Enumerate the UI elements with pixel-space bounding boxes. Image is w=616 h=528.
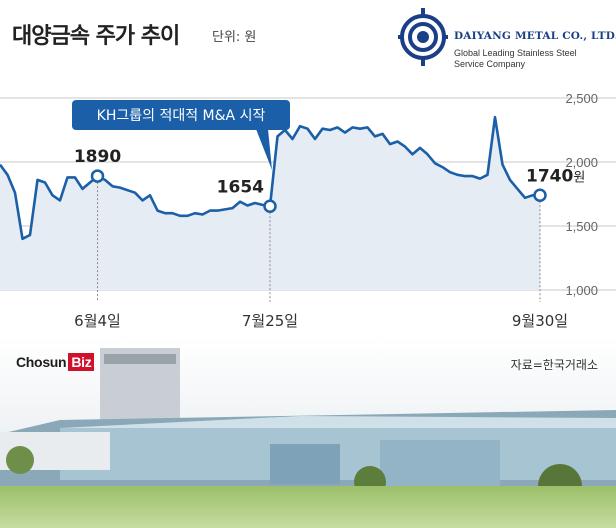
company-logo: DAIYANG METAL CO., LTD. Global Leading S… [398,8,616,74]
price-area [0,117,540,290]
y-tick-label: 1,000 [565,283,598,298]
unit-label: 단위: 원 [212,30,257,45]
x-tick-label: 7월25일 [242,312,298,330]
source-note: 자료=한국거래소 [510,358,598,372]
company-tagline: Global Leading Stainless Steel Service C… [454,48,577,69]
stock-chart: 1,000 1,500 2,000 2,500 6월4일 7월25일 9월30일 1890… [0,91,616,330]
chosunbiz-logo: Chosun Biz [16,353,95,371]
x-tick-label: 6월4일 [74,312,121,330]
unit-suffix: 원 [573,170,585,185]
data-point-marker [533,188,547,203]
data-point-marker [263,199,277,214]
data-point-label: 1740원 [526,166,585,186]
y-tick-label: 2,500 [565,91,598,106]
x-tick-label: 9월30일 [512,312,568,330]
data-point-label: 1654 [217,177,264,197]
chart-title: 대양금속 주가 추이 [12,24,180,49]
data-point-marker [90,169,105,183]
data-point-label: 1890 [74,147,121,167]
factory-photo [0,336,616,528]
annotation-pointer [256,129,272,170]
company-name: DAIYANG METAL CO., LTD. [454,30,616,42]
annotation-text: KH그룹의 적대적 M&A 시작 [97,108,266,124]
y-tick-label: 2,000 [565,155,598,170]
y-tick-label: 1,500 [565,219,598,234]
target-circle-icon [398,8,448,66]
chart-header: 대양금속 주가 추이 단위: 원 DAIYANG METAL CO., LTD.… [0,0,616,80]
annotation-box [72,100,290,130]
